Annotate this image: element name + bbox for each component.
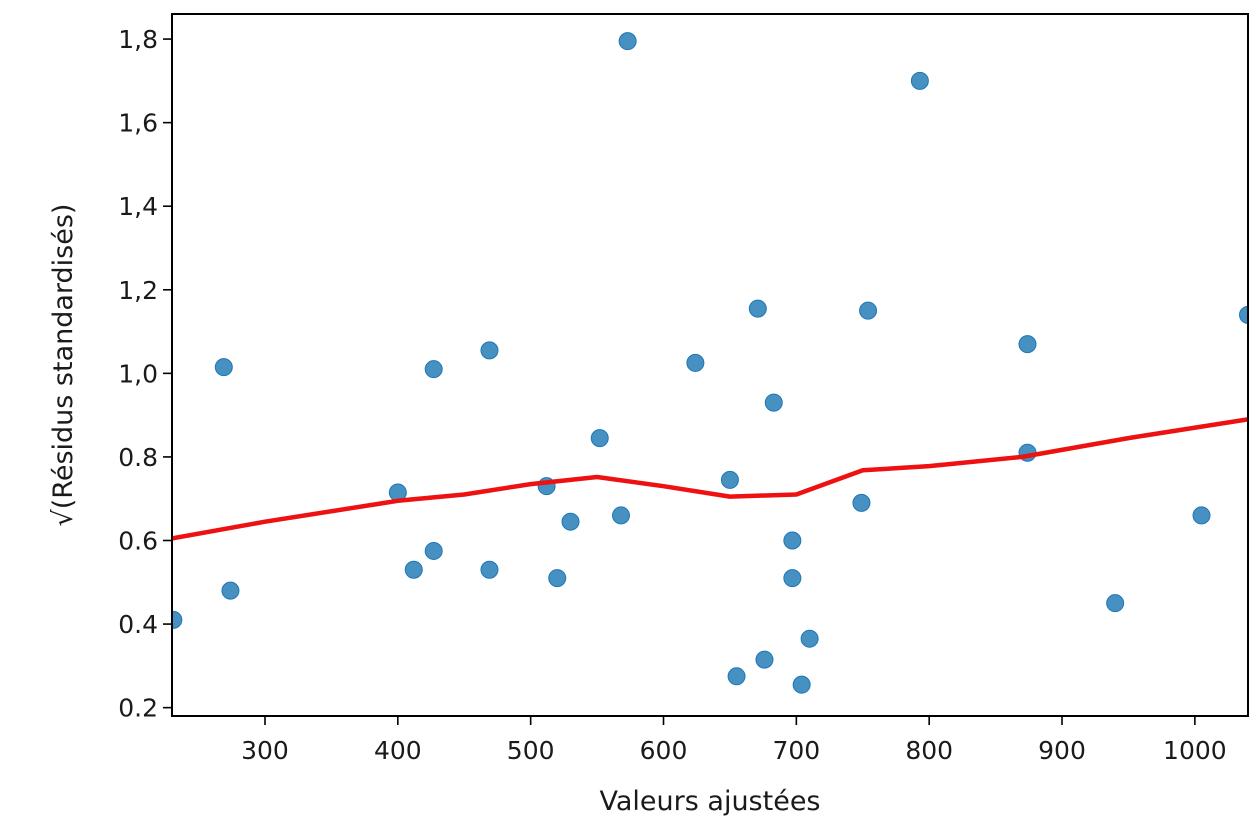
data-point [792, 675, 811, 694]
data-point [172, 610, 183, 629]
data-point [764, 393, 783, 412]
x-tick-label: 1000 [1163, 736, 1227, 765]
data-point [748, 299, 767, 318]
data-point [404, 560, 423, 579]
data-point [720, 470, 739, 489]
data-point [480, 560, 499, 579]
plot-frame [171, 13, 1249, 717]
x-axis-ticks: 300 400 500 600 700 800 900 1000 [241, 716, 1227, 765]
x-tick-label: 300 [241, 736, 289, 765]
data-point [686, 353, 705, 372]
y-tick-label: 1,4 [118, 192, 158, 221]
data-point [548, 569, 567, 588]
data-point [611, 506, 630, 525]
data-point [214, 358, 233, 377]
data-point [859, 301, 878, 320]
data-point [783, 531, 802, 550]
data-point [618, 32, 637, 51]
y-tick-label: 1,0 [118, 359, 158, 388]
data-point [424, 360, 443, 379]
y-tick-label: 0.6 [118, 527, 158, 556]
data-point [424, 541, 443, 560]
lowess-line [172, 417, 1248, 541]
data-point [910, 71, 929, 90]
y-axis-ticks: 0.2 0.4 0.6 0.8 1,0 1,2 1,4 1,6 1,8 [118, 25, 172, 723]
y-tick-label: 1,6 [118, 109, 158, 138]
data-point [221, 581, 240, 600]
data-point [480, 341, 499, 360]
y-tick-label: 0.4 [118, 610, 158, 639]
y-tick-label: 1,8 [118, 25, 158, 54]
data-point [852, 493, 871, 512]
data-point [590, 429, 609, 448]
y-axis-title: √(Résidus standardisés) [48, 204, 79, 527]
x-tick-label: 800 [905, 736, 953, 765]
data-point [755, 650, 774, 669]
scatter-points [172, 32, 1248, 694]
x-tick-label: 900 [1038, 736, 1086, 765]
trend-line [172, 417, 1248, 541]
x-tick-label: 400 [374, 736, 422, 765]
data-point [561, 512, 580, 531]
data-point [1192, 506, 1211, 525]
x-tick-label: 500 [507, 736, 555, 765]
x-tick-label: 600 [640, 736, 688, 765]
data-point [783, 569, 802, 588]
y-tick-label: 0.8 [118, 443, 158, 472]
x-axis-title: Valeurs ajustées [600, 786, 821, 817]
data-point [1106, 594, 1125, 613]
x-tick-label: 700 [772, 736, 820, 765]
data-point [727, 667, 746, 686]
data-point [1239, 305, 1248, 324]
data-point [1018, 335, 1037, 354]
y-tick-label: 1,2 [118, 276, 158, 305]
data-point [800, 629, 819, 648]
y-tick-label: 0.2 [118, 694, 158, 723]
